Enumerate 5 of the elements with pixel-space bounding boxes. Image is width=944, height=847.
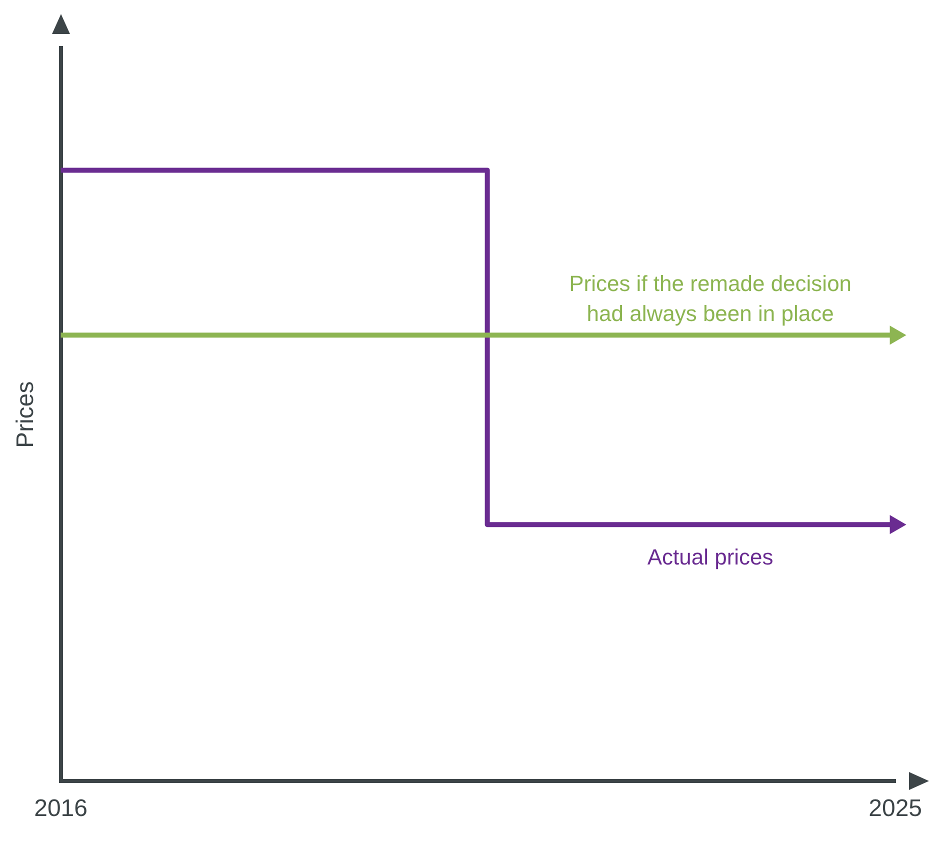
x-tick-label: 2016 — [34, 795, 88, 822]
series-label: Prices if the remade decision had always been in place — [569, 271, 852, 326]
series-label: Actual prices — [647, 544, 774, 570]
y-axis-title: Prices — [12, 381, 40, 448]
x-tick-label: 2025 — [868, 795, 922, 822]
